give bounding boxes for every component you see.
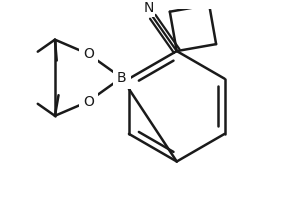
Text: B: B: [117, 71, 126, 85]
Text: N: N: [144, 1, 154, 15]
Text: O: O: [83, 95, 94, 108]
Text: O: O: [83, 47, 94, 61]
